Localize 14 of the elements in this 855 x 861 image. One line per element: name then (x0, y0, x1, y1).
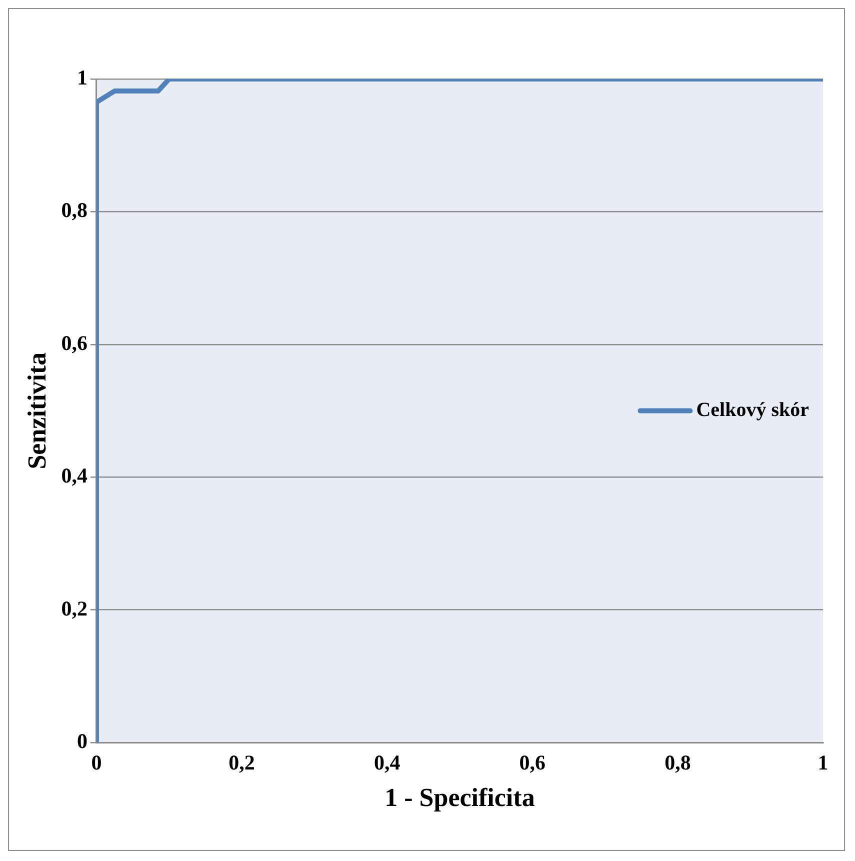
x-tick-label: 1 (818, 750, 828, 775)
y-axis-title: Senzitivita (22, 352, 52, 470)
y-tick-label: 0,8 (61, 198, 88, 222)
x-tick-label: 0,2 (228, 750, 255, 775)
y-tick-label: 0 (76, 729, 88, 754)
legend-label: Celkový skór (696, 398, 810, 421)
y-tick-label: 0,4 (61, 464, 88, 488)
x-tick-label: 0,4 (374, 750, 401, 775)
x-tick-label: 0,8 (664, 750, 691, 775)
x-axis-title: 1 - Specificita (384, 783, 535, 812)
y-tick-label: 0,2 (61, 596, 88, 620)
x-tick-label: 0,6 (519, 750, 546, 775)
y-tick-label: 1 (76, 65, 88, 90)
y-tick-label: 0,6 (61, 330, 88, 355)
